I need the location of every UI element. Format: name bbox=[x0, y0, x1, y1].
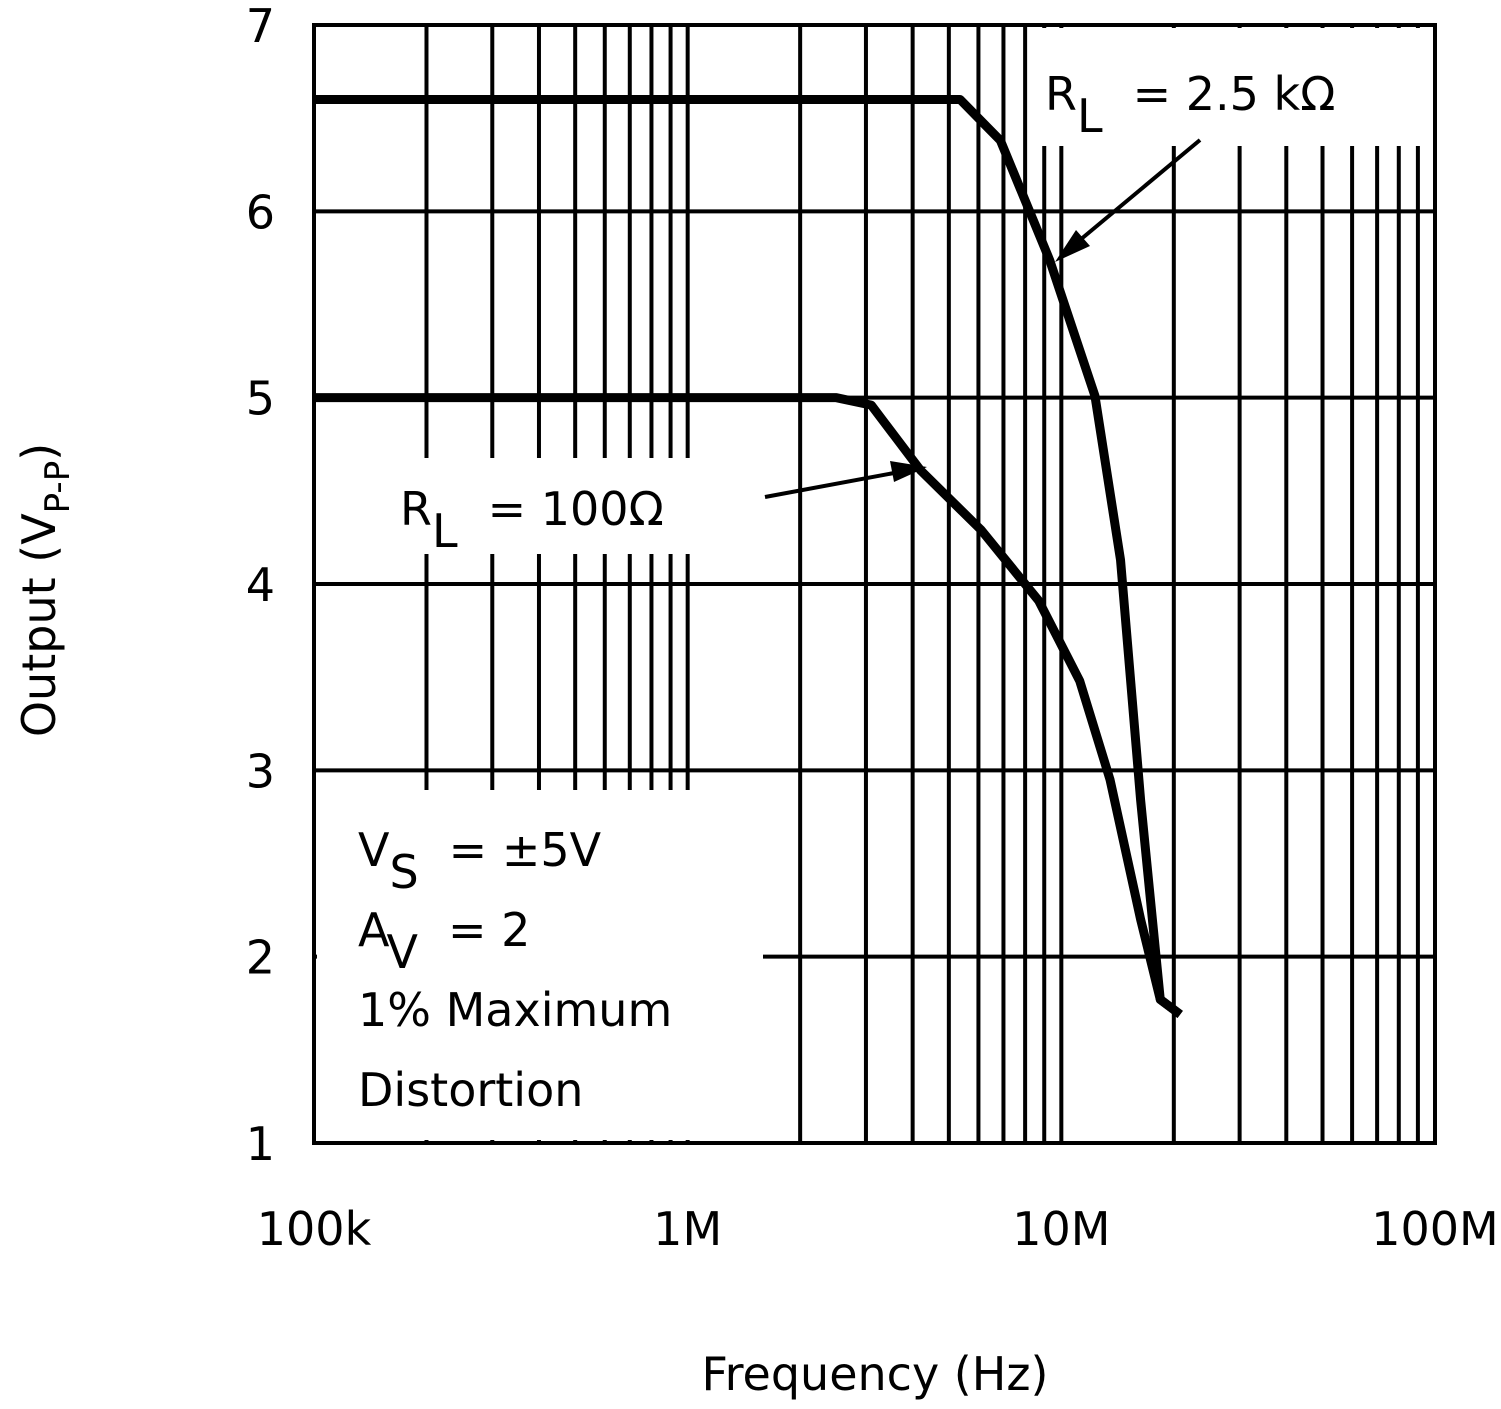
arrow bbox=[1066, 138, 1202, 252]
y-tick-label: 7 bbox=[246, 0, 275, 53]
plot-frame bbox=[312, 23, 1437, 1145]
arrowhead bbox=[890, 461, 927, 482]
y-tick-label: 3 bbox=[246, 744, 275, 798]
label-main: R bbox=[1045, 67, 1077, 121]
y-title-sub: P-P bbox=[38, 461, 78, 514]
x-axis-title: Frequency (Hz) bbox=[702, 1347, 1049, 1401]
condition-text: VS = ±5V bbox=[358, 823, 602, 899]
y-tick-label: 2 bbox=[246, 931, 275, 985]
condition-rest: = 2 bbox=[448, 903, 530, 957]
y-tick-label: 6 bbox=[246, 185, 275, 239]
label-sub: L bbox=[1077, 89, 1103, 143]
condition-main: A bbox=[358, 903, 390, 957]
annotation-background bbox=[1035, 28, 1432, 146]
label-main: R bbox=[400, 482, 432, 536]
condition-main: V bbox=[358, 823, 390, 877]
x-tick-label: 10M bbox=[1012, 1202, 1110, 1256]
condition-main: 1% Maximum bbox=[358, 983, 672, 1037]
series-label: RL = 100Ω bbox=[400, 482, 664, 558]
y-tick-label: 5 bbox=[246, 372, 275, 426]
x-tick-label: 1M bbox=[653, 1202, 722, 1256]
condition-text: 1% Maximum bbox=[358, 983, 672, 1037]
y-axis-title: Output (VP-P) bbox=[12, 443, 78, 737]
series-line bbox=[314, 95, 1183, 1019]
x-tick-label: 100k bbox=[257, 1202, 372, 1256]
label-rest: = 100Ω bbox=[488, 482, 664, 536]
y-tick-label: 4 bbox=[246, 558, 275, 612]
condition-sub: S bbox=[389, 845, 418, 899]
condition-sub: V bbox=[387, 925, 419, 979]
annotation-background bbox=[390, 458, 750, 554]
y-tick-label: 1 bbox=[246, 1117, 275, 1171]
label-sub: L bbox=[432, 504, 458, 558]
arrow bbox=[764, 468, 911, 499]
condition-main: Distortion bbox=[358, 1063, 583, 1117]
condition-rest: = ±5V bbox=[449, 823, 602, 877]
label-rest: = 2.5 kΩ bbox=[1133, 67, 1336, 121]
y-title-end: ) bbox=[12, 443, 66, 461]
condition-text: Distortion bbox=[358, 1063, 583, 1117]
series-line bbox=[314, 393, 1183, 1019]
series-label: RL = 2.5 kΩ bbox=[1045, 67, 1335, 143]
arrowhead bbox=[1055, 230, 1090, 262]
y-title-main: Output (V bbox=[12, 513, 66, 737]
annotation-background bbox=[317, 790, 763, 1140]
condition-text: AV = 2 bbox=[358, 903, 530, 979]
x-tick-label: 100M bbox=[1371, 1202, 1499, 1256]
